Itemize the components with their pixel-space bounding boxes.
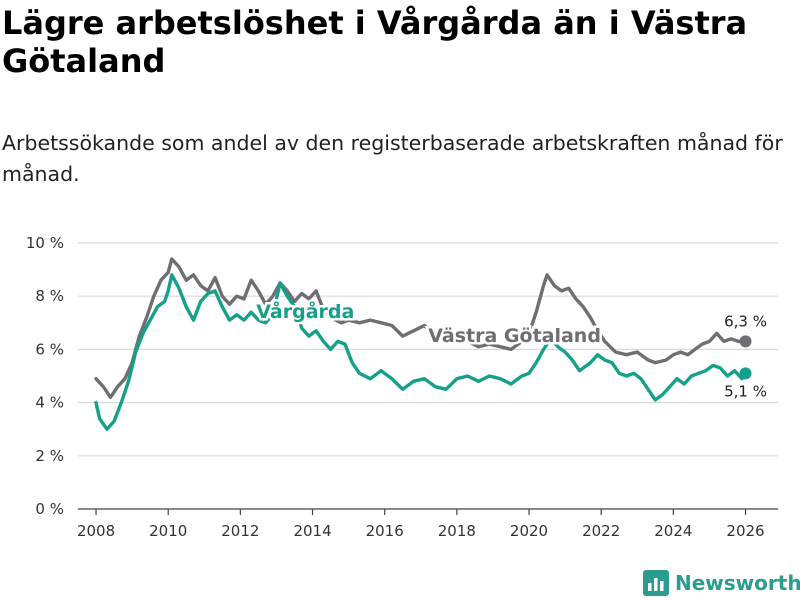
grid-lines bbox=[78, 242, 778, 457]
series-lines bbox=[94, 257, 748, 431]
y-tick-label: 2 % bbox=[35, 447, 64, 465]
y-tick-label: 0 % bbox=[35, 500, 64, 518]
newsworthy-logo: Newsworthy bbox=[643, 566, 800, 600]
y-tick-label: 6 % bbox=[35, 340, 64, 358]
x-tick-label: 2010 bbox=[149, 522, 187, 540]
vastra-gotaland-line bbox=[94, 257, 748, 399]
x-tick-label: 2026 bbox=[726, 522, 764, 540]
vargarda-end-dot bbox=[739, 367, 752, 380]
vastra-gotaland-end-dot bbox=[739, 335, 752, 348]
chart-title: Lägre arbetslöshet i Vårgårda än i Västr… bbox=[2, 4, 748, 80]
brand-name: Newsworthy bbox=[675, 571, 800, 595]
x-tick-label: 2022 bbox=[582, 522, 620, 540]
x-tick-label: 2020 bbox=[510, 522, 548, 540]
y-tick-label: 4 % bbox=[35, 394, 64, 412]
vargarda-line bbox=[94, 273, 748, 431]
chart-subtitle: Arbetssökande som andel av den registerb… bbox=[2, 131, 783, 186]
x-tick-label: 2016 bbox=[366, 522, 404, 540]
vargarda-end-value: 5,1 % bbox=[724, 382, 767, 400]
vastra-gotaland-end-value: 6,3 % bbox=[724, 312, 767, 330]
vastra-gotaland-series-label: Västra Götaland bbox=[428, 325, 601, 347]
series-labels: 6,3 % 5,1 % Västra Götaland Vårgårda bbox=[254, 297, 769, 403]
vargarda-series-label: Vårgårda bbox=[256, 299, 354, 323]
axes: 0 % 2 % 4 % 6 % 8 % 10 % 2008 2010 2012 2014 2016 2… bbox=[26, 234, 778, 540]
x-tick-label: 2008 bbox=[77, 522, 115, 540]
x-tick-label: 2012 bbox=[221, 522, 259, 540]
x-tick-label: 2024 bbox=[654, 522, 692, 540]
y-tick-label: 8 % bbox=[35, 287, 64, 305]
x-tick-label: 2018 bbox=[438, 522, 476, 540]
y-tick-label: 10 % bbox=[26, 234, 64, 252]
bar-chart-icon bbox=[643, 570, 669, 596]
x-tick-label: 2014 bbox=[293, 522, 331, 540]
